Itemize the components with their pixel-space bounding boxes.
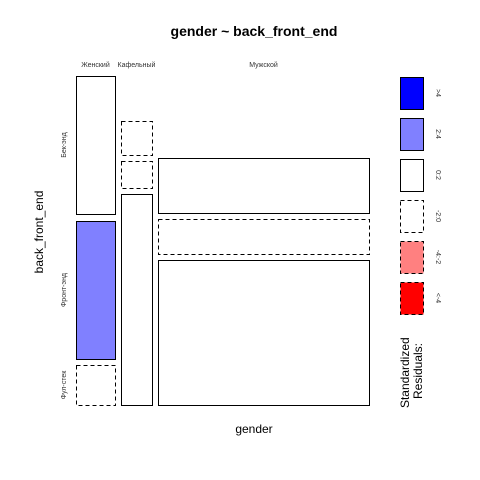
mosaic-cell	[158, 158, 370, 214]
chart-title: gender ~ back_front_end	[171, 23, 338, 39]
x-axis-label: gender	[235, 422, 272, 436]
legend-swatch	[400, 200, 424, 233]
legend-title-line-2: Residuals:	[411, 343, 425, 399]
mosaic-cell	[121, 161, 153, 189]
mosaic-cell	[76, 365, 116, 406]
legend-label: <-4	[434, 293, 441, 303]
legend-label: -2:0	[434, 210, 441, 222]
x-category-label: Кафельный	[118, 61, 156, 69]
legend-swatch	[400, 77, 424, 110]
legend: >4 2:4 0:2 -2:0 -4:-2 <-4	[400, 77, 441, 315]
x-category-labels: Женский Кафельный Мужской	[81, 61, 278, 69]
x-category-label: Мужской	[249, 61, 278, 69]
legend-label: >4	[434, 89, 441, 97]
legend-swatch	[400, 241, 424, 274]
y-category-label: Бек-энд	[61, 132, 68, 157]
mosaic-cell	[76, 221, 116, 360]
y-category-label: Фронт-энд	[61, 273, 68, 307]
mosaic-cell	[158, 260, 370, 406]
legend-swatch	[400, 159, 424, 192]
mosaic-cell	[158, 219, 370, 255]
x-category-label: Женский	[81, 61, 110, 69]
legend-label: -4:-2	[434, 250, 441, 265]
legend-swatch	[400, 282, 424, 315]
y-category-labels: Бек-энд Фронт-энд Фул-стек	[61, 132, 68, 399]
legend-title-line-1: Standardized	[398, 337, 412, 408]
mosaic-cell	[76, 76, 116, 215]
y-category-label: Фул-стек	[61, 370, 68, 400]
mosaic-cells	[76, 76, 370, 406]
legend-label: 2:4	[434, 129, 441, 139]
mosaic-cell	[121, 194, 153, 406]
mosaic-cell	[121, 121, 153, 156]
legend-title: Standardized Residuals:	[398, 334, 425, 408]
y-axis-label: back_front_end	[32, 191, 46, 274]
legend-swatch	[400, 118, 424, 151]
legend-label: 0:2	[434, 170, 441, 180]
